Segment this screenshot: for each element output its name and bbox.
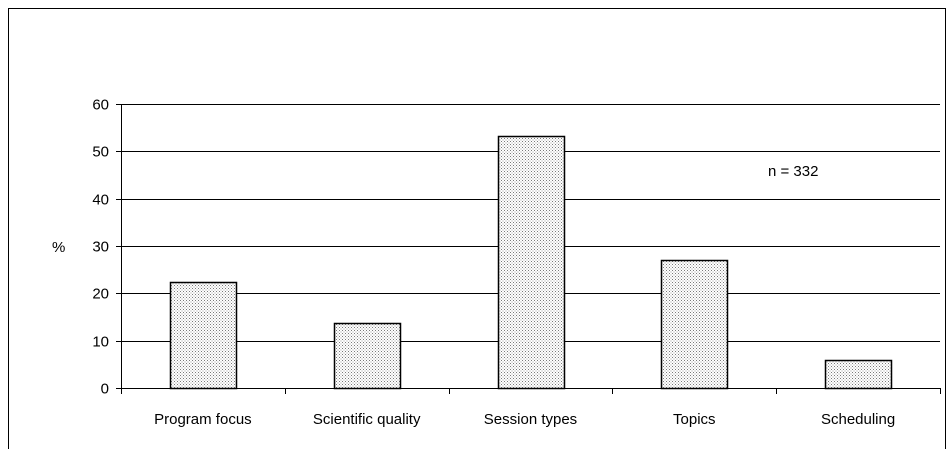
y-tick-label: 0 [101,381,109,398]
bar-scheduling [824,359,893,390]
y-tick-label: 40 [92,192,109,209]
y-tick-label: 60 [92,97,109,114]
category-label: Session types [484,411,577,428]
chart-frame [8,8,946,449]
category-labels: Program focus Scientific quality Session t… [154,411,895,428]
y-tick-label: 50 [92,144,109,161]
category-label: Topics [673,411,716,428]
category-label: Scientific quality [313,411,421,428]
y-tick-label: 10 [92,334,109,351]
y-tick-label: 20 [92,286,109,303]
bar-topics [660,259,729,390]
category-label: Program focus [154,411,252,428]
axes [116,104,941,394]
y-tick-label: 30 [92,239,109,256]
y-axis-label: % [52,239,65,256]
bar-program-focus [169,281,238,390]
sample-size-annotation: n = 332 [768,163,818,180]
bars [169,135,893,390]
category-label: Scheduling [821,411,895,428]
bar-session-types [497,135,566,390]
y-tick-labels: 0 10 20 30 40 50 60 [92,97,109,398]
bar-scientific-quality [333,322,402,390]
